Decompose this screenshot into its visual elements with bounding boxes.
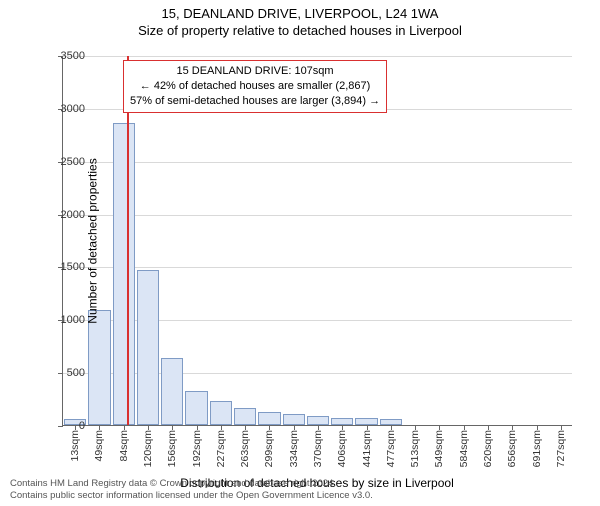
x-tick-label: 156sqm — [166, 430, 178, 467]
page-title-line2: Size of property relative to detached ho… — [0, 23, 600, 38]
annotation-box: 15 DEANLAND DRIVE: 107sqm← 42% of detach… — [123, 60, 387, 113]
x-tick-label: 727sqm — [555, 430, 567, 467]
histogram-bar — [307, 416, 329, 426]
y-tick-label: 0 — [45, 420, 85, 432]
x-tick-label: 549sqm — [433, 430, 445, 467]
x-tick-label: 370sqm — [312, 430, 324, 467]
histogram-bar — [258, 412, 280, 425]
x-tick-label: 192sqm — [191, 430, 203, 467]
annotation-line2: ← 42% of detached houses are smaller (2,… — [130, 79, 380, 94]
histogram-chart: 13sqm49sqm84sqm120sqm156sqm192sqm227sqm2… — [62, 56, 572, 426]
histogram-bar — [331, 418, 353, 425]
histogram-bar — [88, 310, 110, 425]
x-tick-label: 13sqm — [69, 430, 81, 462]
x-tick-label: 49sqm — [93, 430, 105, 462]
x-tick-label: 406sqm — [336, 430, 348, 467]
annotation-line3: 57% of semi-detached houses are larger (… — [130, 94, 380, 109]
y-tick-label: 3500 — [45, 50, 85, 62]
histogram-bar — [210, 401, 232, 425]
y-tick-label: 500 — [45, 367, 85, 379]
x-tick-label: 120sqm — [142, 430, 154, 467]
y-tick-label: 3000 — [45, 103, 85, 115]
y-tick-label: 1500 — [45, 261, 85, 273]
histogram-bar — [355, 418, 377, 425]
histogram-bar — [185, 391, 207, 425]
y-tick-label: 2000 — [45, 209, 85, 221]
x-tick-label: 334sqm — [288, 430, 300, 467]
x-tick-label: 84sqm — [118, 430, 130, 462]
histogram-bar — [234, 408, 256, 425]
footer-attribution: Contains HM Land Registry data © Crown c… — [10, 478, 373, 502]
histogram-bar — [113, 123, 135, 425]
x-tick-label: 227sqm — [215, 430, 227, 467]
histogram-bar — [283, 414, 305, 425]
histogram-bar — [137, 270, 159, 425]
x-tick-label: 620sqm — [482, 430, 494, 467]
x-tick-label: 691sqm — [531, 430, 543, 467]
plot-area: 13sqm49sqm84sqm120sqm156sqm192sqm227sqm2… — [62, 56, 572, 426]
page-title-line1: 15, DEANLAND DRIVE, LIVERPOOL, L24 1WA — [0, 6, 600, 21]
x-tick-label: 441sqm — [361, 430, 373, 467]
y-tick-label: 1000 — [45, 314, 85, 326]
x-tick-label: 584sqm — [458, 430, 470, 467]
x-tick-label: 263sqm — [239, 430, 251, 467]
histogram-bar — [161, 358, 183, 425]
x-tick-label: 513sqm — [409, 430, 421, 467]
x-tick-label: 656sqm — [506, 430, 518, 467]
footer-line2: Contains public sector information licen… — [10, 490, 373, 502]
y-tick-label: 2500 — [45, 156, 85, 168]
annotation-line1: 15 DEANLAND DRIVE: 107sqm — [130, 64, 380, 79]
x-tick-label: 299sqm — [263, 430, 275, 467]
y-axis-title: Number of detached properties — [86, 158, 100, 323]
x-tick-label: 477sqm — [385, 430, 397, 467]
footer-line1: Contains HM Land Registry data © Crown c… — [10, 478, 373, 490]
